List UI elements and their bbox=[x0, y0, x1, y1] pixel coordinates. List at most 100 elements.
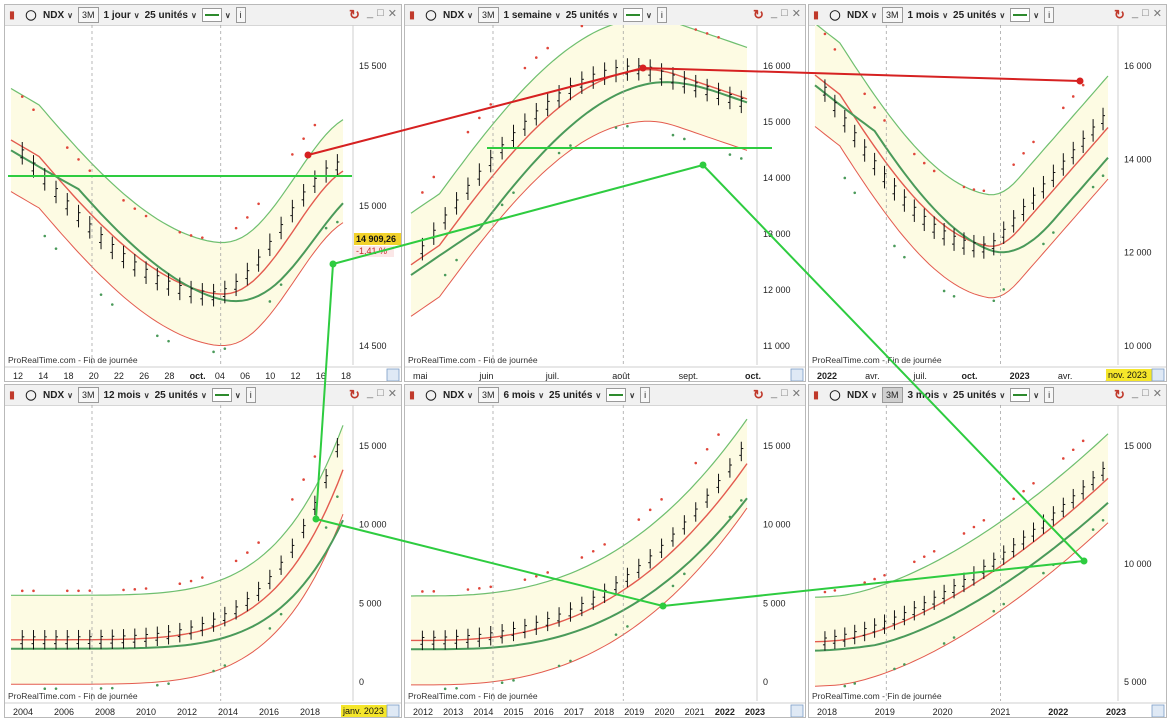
units-selector[interactable]: 25 unités ∨ bbox=[145, 7, 197, 23]
sar-dot bbox=[626, 124, 629, 128]
minimize-icon[interactable]: _ bbox=[1132, 387, 1139, 399]
info-icon[interactable]: i bbox=[640, 387, 651, 403]
lock-icon[interactable]: ◯ bbox=[425, 389, 437, 401]
lock-icon[interactable]: ◯ bbox=[829, 9, 841, 21]
sar-dot bbox=[279, 612, 283, 616]
sar-dot bbox=[717, 433, 720, 436]
indicator-selector[interactable]: ∨ bbox=[201, 7, 231, 23]
info-icon[interactable]: i bbox=[245, 387, 256, 403]
scroll-end-icon[interactable] bbox=[1151, 704, 1165, 717]
chart-type-icon[interactable]: ▮ bbox=[409, 389, 415, 401]
indicator-selector[interactable]: ∨ bbox=[622, 7, 652, 23]
scroll-end-icon[interactable] bbox=[386, 368, 400, 381]
symbol-selector[interactable]: NDX ∨ bbox=[443, 7, 473, 23]
units-selector[interactable]: 25 unités ∨ bbox=[953, 7, 1005, 23]
symbol-selector[interactable]: NDX ∨ bbox=[443, 387, 473, 403]
maximize-icon[interactable]: □ bbox=[377, 387, 384, 399]
symbol-label: NDX bbox=[847, 389, 869, 401]
indicator-selector[interactable]: ∨ bbox=[1010, 7, 1039, 23]
minimize-icon[interactable]: _ bbox=[1132, 7, 1139, 19]
close-icon[interactable]: ✕ bbox=[387, 388, 397, 400]
chart-type-icon[interactable]: ▮ bbox=[409, 9, 415, 21]
y-tick-label: 11 000 bbox=[763, 341, 790, 351]
timeframe-selector[interactable]: 12 mois ∨ bbox=[104, 387, 150, 403]
chart-type-icon[interactable]: ▮ bbox=[9, 389, 15, 401]
price-chart: 16 000 15 000 14 000 13 000 12 000 11 000 mai j… bbox=[405, 25, 805, 381]
scroll-end-icon[interactable] bbox=[790, 368, 804, 381]
x-tick-label: 2017 bbox=[564, 707, 584, 717]
symbol-selector[interactable]: NDX ∨ bbox=[43, 387, 73, 403]
date-tag-bg bbox=[1106, 369, 1154, 381]
close-icon[interactable]: ✕ bbox=[1152, 8, 1162, 20]
period-button[interactable]: 3M bbox=[477, 7, 499, 23]
indicator-icon bbox=[211, 388, 232, 402]
symbol-selector[interactable]: NDX ∨ bbox=[847, 387, 877, 403]
timeframe-selector[interactable]: 6 mois ∨ bbox=[504, 387, 545, 403]
chevron-down-icon: ∨ bbox=[143, 390, 150, 400]
x-tick-label: 12 bbox=[291, 371, 301, 381]
x-tick-label: 2004 bbox=[13, 707, 33, 717]
minimize-icon[interactable]: _ bbox=[367, 7, 374, 19]
minimize-icon[interactable]: _ bbox=[367, 387, 374, 399]
lock-icon[interactable]: ◯ bbox=[829, 389, 841, 401]
info-icon[interactable]: i bbox=[1044, 7, 1055, 23]
sar-dot bbox=[833, 589, 837, 592]
maximize-icon[interactable]: □ bbox=[1142, 7, 1149, 19]
maximize-icon[interactable]: □ bbox=[377, 7, 384, 19]
period-button[interactable]: 3M bbox=[477, 387, 499, 403]
chart-type-icon[interactable]: ▮ bbox=[9, 9, 15, 21]
close-icon[interactable]: ✕ bbox=[791, 8, 801, 20]
lock-icon[interactable]: ◯ bbox=[25, 389, 37, 401]
info-icon[interactable]: i bbox=[235, 7, 246, 23]
scroll-end-icon[interactable] bbox=[790, 704, 804, 717]
scroll-end-icon[interactable] bbox=[386, 704, 400, 717]
refresh-icon[interactable]: ↻ bbox=[1114, 387, 1125, 402]
symbol-selector[interactable]: NDX ∨ bbox=[43, 7, 73, 23]
lock-icon[interactable]: ◯ bbox=[425, 9, 437, 21]
x-tick-label: 2016 bbox=[534, 707, 554, 717]
maximize-icon[interactable]: □ bbox=[1142, 387, 1149, 399]
chevron-down-icon: ∨ bbox=[1033, 10, 1040, 20]
timeframe-selector[interactable]: 1 jour ∨ bbox=[104, 7, 140, 23]
minimize-icon[interactable]: _ bbox=[771, 387, 778, 399]
chart-type-icon[interactable]: ▮ bbox=[813, 389, 819, 401]
period-button[interactable]: 3M bbox=[77, 387, 99, 403]
sar-dot bbox=[1032, 140, 1035, 144]
minimize-icon[interactable]: _ bbox=[771, 7, 778, 19]
units-selector[interactable]: 25 unités ∨ bbox=[155, 387, 207, 403]
sar-dot bbox=[823, 590, 827, 594]
moving-average-red bbox=[10, 139, 344, 295]
period-button[interactable]: 3M bbox=[881, 387, 903, 403]
y-tick-label: 15 500 bbox=[359, 61, 387, 71]
period-button[interactable]: 3M bbox=[881, 7, 903, 23]
refresh-icon[interactable]: ↻ bbox=[349, 7, 360, 22]
indicator-selector[interactable]: ∨ bbox=[1010, 387, 1039, 403]
close-icon[interactable]: ✕ bbox=[387, 8, 397, 20]
period-button[interactable]: 3M bbox=[77, 7, 99, 23]
units-selector[interactable]: 25 unités ∨ bbox=[566, 7, 618, 23]
info-icon[interactable]: i bbox=[656, 7, 667, 23]
close-icon[interactable]: ✕ bbox=[1152, 388, 1162, 400]
refresh-icon[interactable]: ↻ bbox=[753, 387, 764, 402]
lock-icon[interactable]: ◯ bbox=[25, 9, 37, 21]
refresh-icon[interactable]: ↻ bbox=[349, 387, 360, 402]
x-tick-label: 14 bbox=[38, 371, 48, 381]
indicator-selector[interactable]: ∨ bbox=[211, 387, 241, 403]
units-selector[interactable]: 25 unités ∨ bbox=[953, 387, 1005, 403]
refresh-icon[interactable]: ↻ bbox=[1114, 7, 1125, 22]
indicator-selector[interactable]: ∨ bbox=[606, 387, 635, 403]
timeframe-selector[interactable]: 1 mois ∨ bbox=[908, 7, 949, 23]
sar-dot bbox=[421, 191, 424, 194]
units-selector[interactable]: 25 unités ∨ bbox=[549, 387, 601, 403]
maximize-icon[interactable]: □ bbox=[781, 387, 788, 399]
timeframe-selector[interactable]: 1 semaine ∨ bbox=[504, 7, 561, 23]
maximize-icon[interactable]: □ bbox=[781, 7, 788, 19]
timeframe-selector[interactable]: 3 mois ∨ bbox=[908, 387, 949, 403]
scroll-end-icon[interactable] bbox=[1151, 368, 1165, 381]
refresh-icon[interactable]: ↻ bbox=[753, 7, 764, 22]
info-icon[interactable]: i bbox=[1044, 387, 1055, 403]
sar-dot bbox=[942, 642, 946, 645]
chart-type-icon[interactable]: ▮ bbox=[813, 9, 819, 21]
close-icon[interactable]: ✕ bbox=[791, 388, 801, 400]
symbol-selector[interactable]: NDX ∨ bbox=[847, 7, 877, 23]
